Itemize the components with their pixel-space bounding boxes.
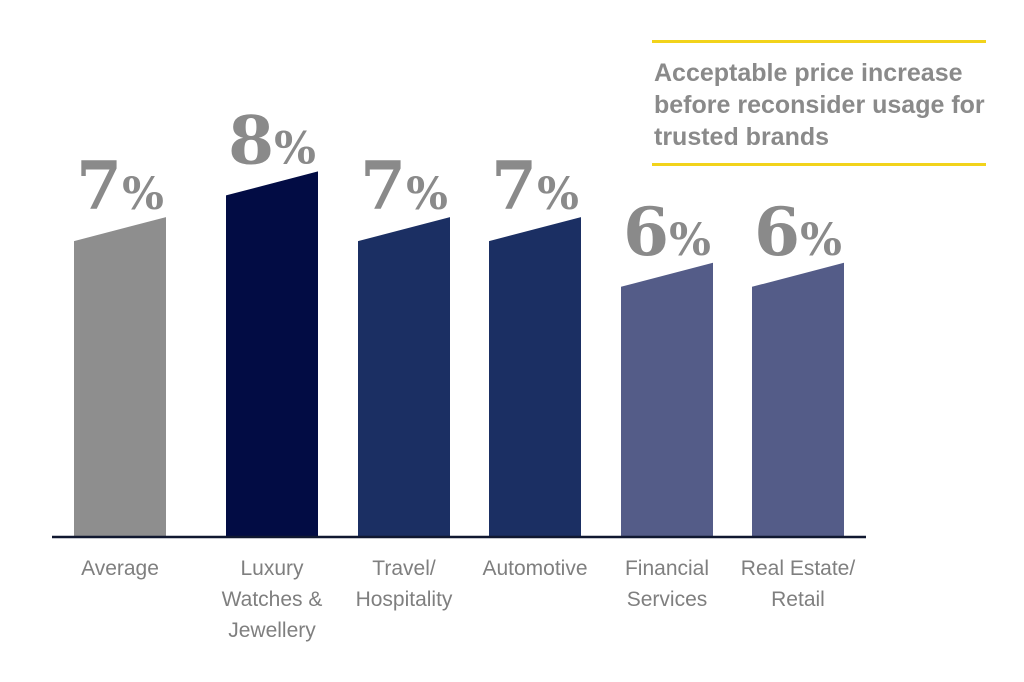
bars-group xyxy=(74,171,844,537)
category-label-0: Average xyxy=(81,557,159,580)
category-label-2: Travel/Hospitality xyxy=(356,557,453,611)
bar-0 xyxy=(74,217,166,537)
category-labels-group: Average Luxury Watches & Jewellery Travel/Ho… xyxy=(81,557,855,642)
bar-1 xyxy=(226,171,318,537)
value-label-5: 6% xyxy=(754,193,842,271)
chart-title: Acceptable price increase before reconsi… xyxy=(654,59,985,151)
category-label-4: Financial Services xyxy=(625,557,709,611)
value-label-3: 7% xyxy=(491,147,579,225)
value-label-4: 6% xyxy=(623,193,711,271)
bar-3 xyxy=(489,217,581,537)
chart-title-box: Acceptable price increase before reconsi… xyxy=(652,40,986,166)
value-labels-group: 7% 8% 7% 7% 6% 6% xyxy=(76,101,842,270)
value-label-0: 7% xyxy=(76,147,164,225)
bar-5 xyxy=(752,262,844,537)
value-label-1: 8% xyxy=(228,101,316,179)
bar-2 xyxy=(358,217,450,537)
category-label-3: Automotive xyxy=(482,557,587,580)
category-label-1: Luxury Watches & Jewellery xyxy=(222,557,323,642)
category-label-5: Real Estate/Retail xyxy=(741,557,856,611)
bar-4 xyxy=(621,262,713,537)
value-label-2: 7% xyxy=(360,147,448,225)
